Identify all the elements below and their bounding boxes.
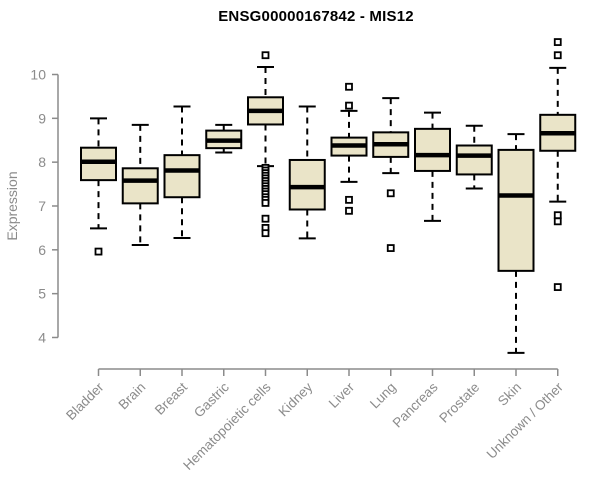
y-tick-label: 9 — [38, 110, 46, 126]
x-tick-label: Brain — [115, 380, 148, 413]
outlier-point — [345, 101, 353, 110]
box — [497, 148, 535, 272]
y-tick-label: 6 — [38, 242, 46, 258]
outlier-point — [553, 38, 562, 46]
x-tick-label: Liver — [326, 379, 358, 411]
x-tick-label: Pancreas — [390, 379, 441, 430]
y-tick-label: 7 — [38, 198, 46, 214]
outlier-point — [261, 214, 270, 223]
box — [288, 158, 326, 211]
x-tick-label: Kidney — [276, 379, 316, 419]
box — [163, 154, 201, 199]
outlier-point — [386, 189, 395, 198]
x-tick-label: Breast — [152, 379, 190, 417]
x-tick-label: Skin — [495, 380, 524, 409]
outlier-point — [553, 217, 562, 226]
box — [455, 144, 493, 176]
outlier-point — [94, 247, 103, 256]
outlier-point — [386, 244, 395, 252]
box — [121, 167, 159, 205]
y-tick-label: 10 — [30, 67, 46, 83]
outlier-point — [553, 283, 562, 291]
outlier-point — [261, 229, 270, 238]
outlier-point — [345, 195, 353, 204]
box — [414, 127, 451, 172]
chart-title: ENSG00000167842 - MIS12 — [218, 8, 414, 25]
x-tick-label: Prostate — [436, 380, 482, 426]
outlier-point — [261, 51, 270, 60]
x-tick-label: Lung — [367, 380, 399, 412]
x-tick-label: Unknown / Other — [484, 379, 567, 462]
outlier-point — [345, 82, 353, 91]
y-tick-label: 5 — [38, 286, 46, 302]
outlier-point — [261, 199, 270, 207]
outlier-point — [345, 206, 353, 215]
outlier-point — [553, 51, 562, 60]
x-tick-label: Bladder — [63, 379, 107, 423]
y-tick-label: 8 — [38, 154, 46, 170]
y-tick-label: 4 — [38, 329, 46, 345]
outlier-point — [553, 211, 562, 220]
x-tick-label: Gastric — [191, 379, 232, 420]
